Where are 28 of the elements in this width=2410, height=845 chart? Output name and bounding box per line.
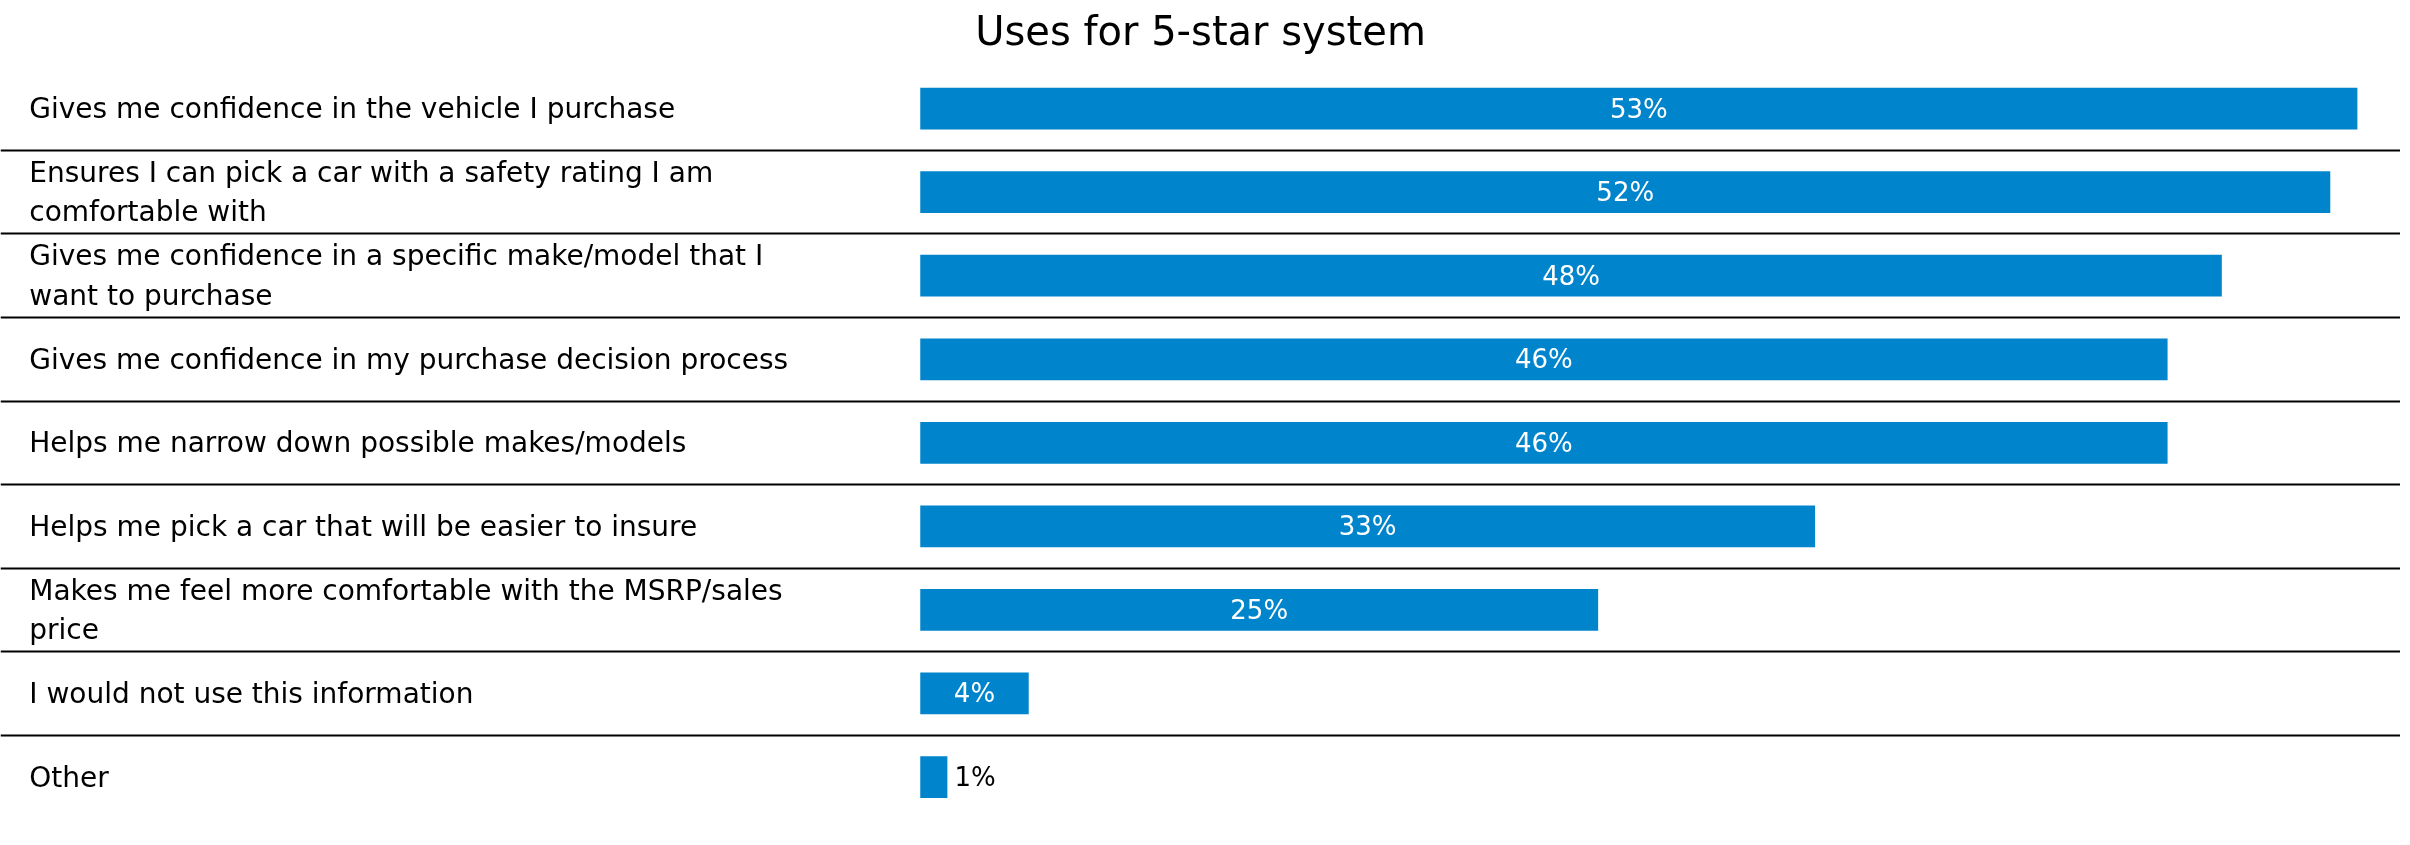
- y-tick-label: Helps me narrow down possible makes/models: [29, 426, 687, 460]
- y-tick-label: I would not use this information: [29, 676, 474, 710]
- y-tick-label: Other: [29, 760, 110, 794]
- y-tick-label: Makes me feel more comfortable with the MSRP/sales price: [29, 573, 783, 647]
- bar: [920, 338, 2168, 381]
- bar: [920, 421, 2168, 464]
- data-label: 33%: [1338, 511, 1397, 542]
- data-label: 52%: [1596, 177, 1655, 208]
- bar: [920, 756, 948, 798]
- bar: [920, 87, 2358, 130]
- data-label: 46%: [1515, 344, 1573, 375]
- bar: [920, 505, 1816, 548]
- data-label: 46%: [1515, 427, 1573, 458]
- bar: [920, 672, 1029, 715]
- y-tick-label: Gives me confidence in a specific make/model that I want to purchase: [29, 239, 764, 313]
- data-label: 48%: [1542, 260, 1600, 291]
- y-tick-label: Helps me pick a car that will be easier to insure: [29, 509, 698, 543]
- data-label: 1%: [954, 762, 996, 793]
- data-label: 53%: [1609, 93, 1668, 124]
- bar: [920, 254, 2222, 297]
- bar: [920, 589, 1599, 631]
- y-tick-label: Gives me confidence in the vehicle I purchase: [29, 92, 676, 126]
- chart-title: Uses for 5-star system: [975, 7, 1426, 54]
- y-tick-label: Ensures I can pick a car with a safety rating I am comfortable with: [29, 155, 714, 229]
- data-label: 25%: [1230, 594, 1289, 625]
- y-tick-label: Gives me confidence in my purchase decision process: [29, 342, 789, 376]
- bar: [920, 171, 2331, 214]
- data-label: 4%: [953, 678, 996, 709]
